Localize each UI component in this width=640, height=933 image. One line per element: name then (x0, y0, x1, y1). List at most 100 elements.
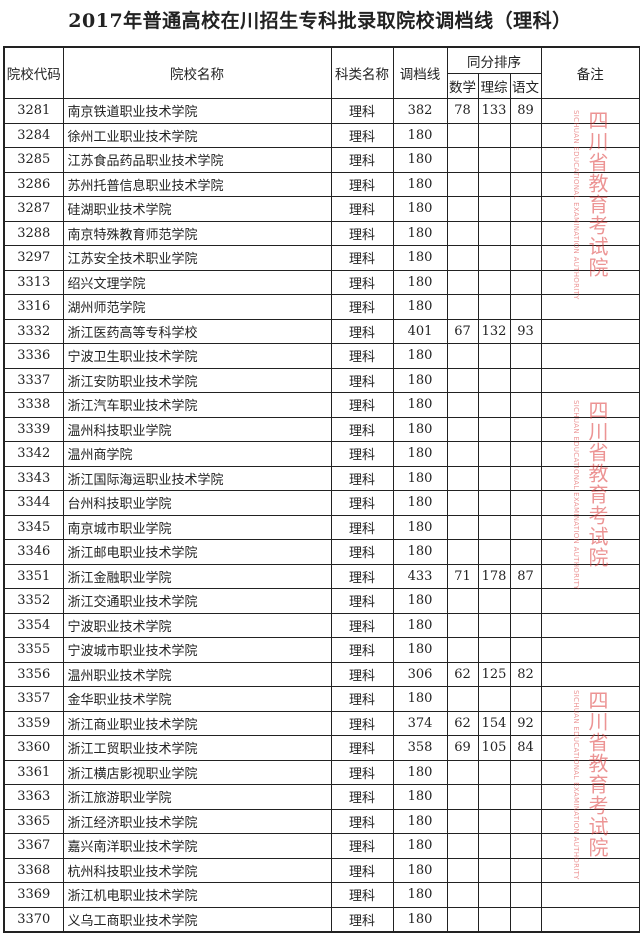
cell-sci (477, 833, 511, 859)
cell-math (446, 686, 479, 712)
cell-code: 3336 (3, 343, 64, 369)
cell-math (446, 367, 479, 393)
cell-category: 理科 (330, 857, 394, 883)
cell-note (540, 833, 640, 859)
cell-code: 3342 (3, 441, 64, 467)
cell-note (540, 196, 640, 222)
table-row: 3369 浙江机电职业技术学院 理科 180 (3, 882, 640, 908)
cell-line: 382 (392, 98, 448, 124)
cell-note (540, 686, 640, 712)
cell-code: 3332 (3, 318, 64, 344)
cell-math (446, 539, 479, 565)
cell-category: 理科 (330, 98, 394, 124)
cell-name: 嘉兴南洋职业技术学院 (62, 833, 332, 859)
cell-chinese (509, 392, 542, 418)
cell-note (540, 98, 640, 124)
cell-line: 180 (392, 269, 448, 295)
cell-code: 3367 (3, 833, 64, 859)
cell-math: 69 (446, 735, 479, 761)
cell-note (540, 343, 640, 369)
cell-code: 3313 (3, 269, 64, 295)
cell-note (540, 490, 640, 516)
table-row: 3287 硅湖职业技术学院 理科 180 (3, 196, 640, 222)
cell-category: 理科 (330, 392, 394, 418)
table-row: 3354 宁波职业技术学院 理科 180 (3, 612, 640, 638)
table-row: 3339 温州科技职业学院 理科 180 (3, 416, 640, 442)
cell-name: 浙江金融职业学院 (62, 563, 332, 589)
cell-category: 理科 (330, 686, 394, 712)
cell-category: 理科 (330, 588, 394, 614)
cell-code: 3316 (3, 294, 64, 320)
cell-note (540, 171, 640, 197)
cell-category: 理科 (330, 465, 394, 491)
cell-line: 180 (392, 122, 448, 148)
cell-sci: 132 (477, 318, 511, 344)
table-row: 3351 浙江金融职业学院 理科 433 71 178 87 (3, 563, 640, 589)
cell-sci (477, 882, 511, 908)
cell-math: 62 (446, 710, 479, 736)
cell-category: 理科 (330, 441, 394, 467)
cell-code: 3288 (3, 220, 64, 246)
cell-code: 3284 (3, 122, 64, 148)
cell-note (540, 269, 640, 295)
cell-name: 苏州托普信息职业技术学院 (62, 171, 332, 197)
cell-chinese (509, 343, 542, 369)
table-row: 3365 浙江经济职业技术学院 理科 180 (3, 808, 640, 834)
cell-name: 江苏食品药品职业技术学院 (62, 147, 332, 173)
cell-note (540, 882, 640, 908)
cell-line: 374 (392, 710, 448, 736)
header-math: 数学 (446, 73, 479, 99)
table-row: 3357 金华职业技术学院 理科 180 (3, 686, 640, 712)
cell-name: 杭州科技职业技术学院 (62, 857, 332, 883)
cell-name: 浙江汽车职业技术学院 (62, 392, 332, 418)
cell-chinese (509, 171, 542, 197)
cell-code: 3368 (3, 857, 64, 883)
cell-code: 3286 (3, 171, 64, 197)
cell-note (540, 392, 640, 418)
cell-math (446, 637, 479, 663)
cell-name: 硅湖职业技术学院 (62, 196, 332, 222)
cell-name: 温州科技职业学院 (62, 416, 332, 442)
cell-note (540, 612, 640, 638)
admission-table: 院校代码 院校名称 科类名称 调档线 同分排序 备注 数学 理综 语文 3281… (3, 46, 640, 933)
cell-chinese (509, 857, 542, 883)
cell-category: 理科 (330, 833, 394, 859)
cell-chinese (509, 612, 542, 638)
cell-line: 180 (392, 220, 448, 246)
cell-line: 180 (392, 171, 448, 197)
table-row: 3368 杭州科技职业技术学院 理科 180 (3, 857, 640, 883)
header-category: 科类名称 (330, 46, 394, 99)
cell-category: 理科 (330, 294, 394, 320)
cell-line: 306 (392, 661, 448, 687)
cell-note (540, 588, 640, 614)
cell-sci (477, 392, 511, 418)
cell-line: 180 (392, 196, 448, 222)
cell-name: 浙江经济职业技术学院 (62, 808, 332, 834)
header-chinese: 语文 (509, 73, 542, 99)
cell-sci (477, 759, 511, 785)
cell-category: 理科 (330, 343, 394, 369)
header-tie-group: 同分排序 (446, 46, 542, 74)
cell-math (446, 343, 479, 369)
cell-math (446, 857, 479, 883)
cell-math (446, 490, 479, 516)
cell-chinese (509, 294, 542, 320)
cell-code: 3285 (3, 147, 64, 173)
cell-category: 理科 (330, 122, 394, 148)
cell-name: 江苏安全技术职业学院 (62, 245, 332, 271)
cell-name: 浙江横店影视职业学院 (62, 759, 332, 785)
cell-line: 433 (392, 563, 448, 589)
cell-math (446, 882, 479, 908)
cell-code: 3297 (3, 245, 64, 271)
cell-category: 理科 (330, 906, 394, 933)
cell-sci (477, 857, 511, 883)
table-row: 3286 苏州托普信息职业技术学院 理科 180 (3, 171, 640, 197)
cell-sci: 154 (477, 710, 511, 736)
cell-code: 3281 (3, 98, 64, 124)
cell-category: 理科 (330, 490, 394, 516)
cell-math (446, 122, 479, 148)
cell-line: 358 (392, 735, 448, 761)
cell-category: 理科 (330, 710, 394, 736)
cell-code: 3338 (3, 392, 64, 418)
cell-sci (477, 171, 511, 197)
